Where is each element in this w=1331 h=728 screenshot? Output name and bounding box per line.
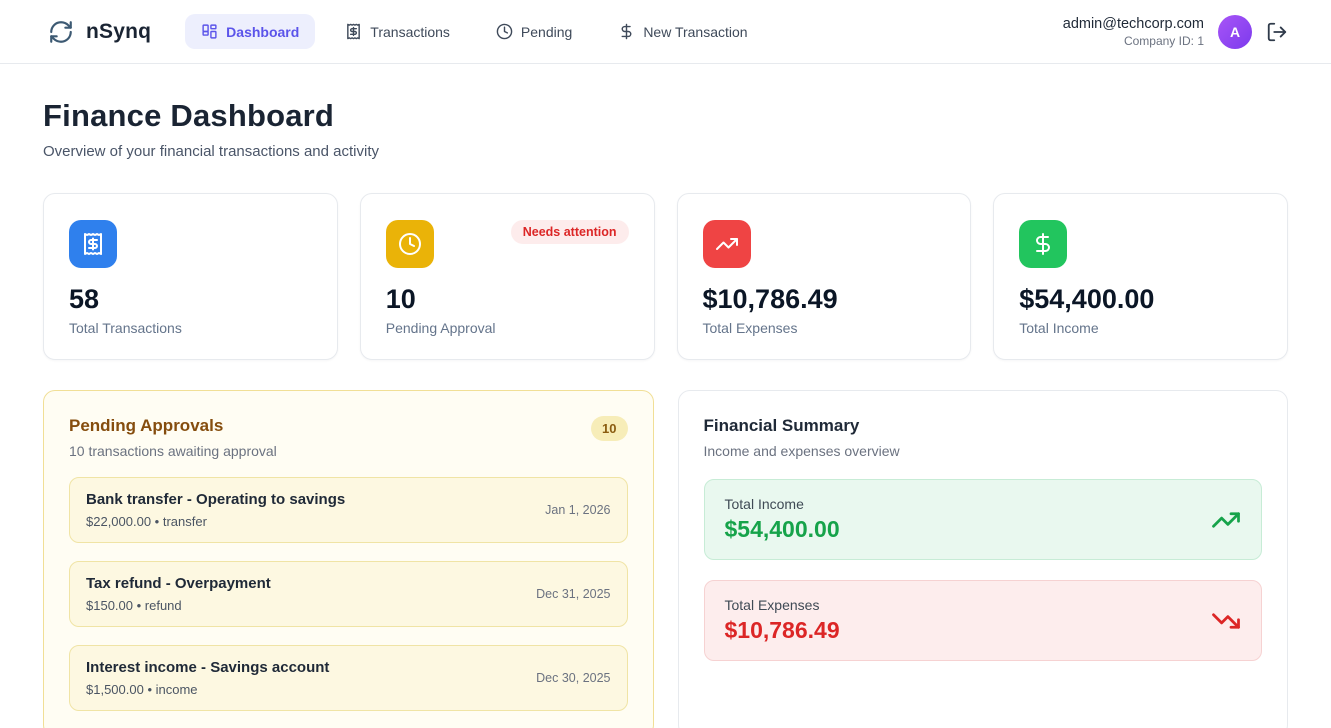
pending-item-date: Dec 31, 2025 bbox=[536, 587, 611, 601]
pending-panel-subtitle: 10 transactions awaiting approval bbox=[69, 443, 277, 459]
dollar-icon bbox=[1019, 220, 1068, 268]
trending-up-icon bbox=[702, 220, 751, 268]
pending-count-badge: 10 bbox=[591, 416, 628, 441]
nav-item-transactions[interactable]: Transactions bbox=[329, 14, 466, 49]
top-nav-bar: nSynq Dashboard Transactions Pending bbox=[0, 0, 1331, 64]
page-subtitle: Overview of your financial transactions … bbox=[43, 143, 379, 160]
nav-item-new-transaction[interactable]: New Transaction bbox=[602, 14, 763, 49]
total-expenses-box: Total Expenses $10,786.49 bbox=[703, 580, 1262, 661]
pending-item[interactable]: Bank transfer - Operating to savings $22… bbox=[69, 477, 628, 543]
income-label: Total Income bbox=[724, 496, 804, 512]
logout-icon bbox=[1267, 22, 1287, 41]
stat-value: 58 bbox=[69, 284, 100, 314]
logout-button[interactable] bbox=[1266, 21, 1288, 43]
stat-value: 10 bbox=[385, 284, 416, 314]
stat-cards-row: 58 Total Transactions Needs attention 10… bbox=[43, 193, 1288, 360]
total-income-box: Total Income $54,400.00 bbox=[703, 479, 1262, 560]
nav-item-dashboard[interactable]: Dashboard bbox=[185, 14, 316, 49]
income-value: $54,400.00 bbox=[724, 516, 840, 542]
stat-label: Total Expenses bbox=[702, 320, 798, 336]
expenses-value: $10,786.49 bbox=[724, 617, 840, 643]
pending-panel-title: Pending Approvals bbox=[69, 416, 224, 435]
brand-name: nSynq bbox=[86, 19, 152, 43]
brand: nSynq bbox=[48, 19, 151, 45]
avatar[interactable]: A bbox=[1218, 14, 1252, 49]
stat-card-total-income: $54,400.00 Total Income bbox=[993, 193, 1288, 360]
trending-up-icon bbox=[1212, 511, 1240, 528]
stat-card-total-transactions: 58 Total Transactions bbox=[43, 193, 338, 360]
main-nav: Dashboard Transactions Pending New Trans… bbox=[185, 14, 763, 49]
pending-item[interactable]: Tax refund - Overpayment $150.00 • refun… bbox=[69, 561, 628, 627]
pending-approvals-panel: Pending Approvals 10 transactions awaiti… bbox=[43, 390, 654, 728]
pending-list: Bank transfer - Operating to savings $22… bbox=[69, 477, 628, 711]
trending-down-icon bbox=[1212, 612, 1240, 629]
pending-item[interactable]: Interest income - Savings account $1,500… bbox=[69, 645, 628, 711]
receipt-icon bbox=[347, 23, 361, 40]
pending-item-date: Jan 1, 2026 bbox=[545, 503, 611, 517]
dashboard-page: Finance Dashboard Overview of your finan… bbox=[0, 98, 1331, 728]
sync-logo-icon bbox=[50, 20, 72, 43]
needs-attention-badge: Needs attention bbox=[510, 220, 629, 244]
clock-icon bbox=[385, 220, 434, 268]
dollar-icon bbox=[621, 23, 632, 40]
pending-item-meta: $22,000.00 • transfer bbox=[86, 514, 207, 529]
stat-label: Total Income bbox=[1019, 320, 1099, 336]
summary-panel-title: Financial Summary bbox=[703, 416, 860, 435]
pending-item-title: Bank transfer - Operating to savings bbox=[86, 491, 346, 508]
page-title: Finance Dashboard bbox=[43, 98, 335, 133]
stat-label: Total Transactions bbox=[69, 320, 182, 336]
user-info: admin@techcorp.com Company ID: 1 bbox=[1063, 16, 1204, 48]
nav-item-pending[interactable]: Pending bbox=[480, 14, 588, 49]
stat-card-total-expenses: $10,786.49 Total Expenses bbox=[676, 193, 972, 360]
clock-icon bbox=[496, 23, 513, 40]
pending-item-meta: $150.00 • refund bbox=[86, 598, 182, 613]
pending-item-date: Dec 30, 2025 bbox=[536, 671, 611, 685]
stat-card-pending-approval: Needs attention 10 Pending Approval bbox=[359, 193, 655, 360]
company-id: Company ID: 1 bbox=[1123, 33, 1204, 48]
pending-item-title: Interest income - Savings account bbox=[86, 659, 330, 676]
financial-summary-panel: Financial Summary Income and expenses ov… bbox=[677, 390, 1288, 728]
lower-panels: Pending Approvals 10 transactions awaiti… bbox=[43, 390, 1288, 728]
pending-item-title: Tax refund - Overpayment bbox=[86, 575, 271, 592]
dashboard-grid-icon bbox=[202, 24, 217, 39]
summary-panel-subtitle: Income and expenses overview bbox=[703, 443, 900, 459]
stat-value: $54,400.00 bbox=[1019, 284, 1155, 314]
receipt-icon bbox=[69, 220, 117, 268]
user-email: admin@techcorp.com bbox=[1062, 15, 1204, 32]
expenses-label: Total Expenses bbox=[724, 597, 820, 613]
stat-value: $10,786.49 bbox=[702, 284, 838, 314]
user-area: admin@techcorp.com Company ID: 1 A bbox=[1063, 14, 1288, 49]
pending-item-meta: $1,500.00 • income bbox=[86, 682, 198, 697]
stat-label: Pending Approval bbox=[385, 320, 496, 336]
